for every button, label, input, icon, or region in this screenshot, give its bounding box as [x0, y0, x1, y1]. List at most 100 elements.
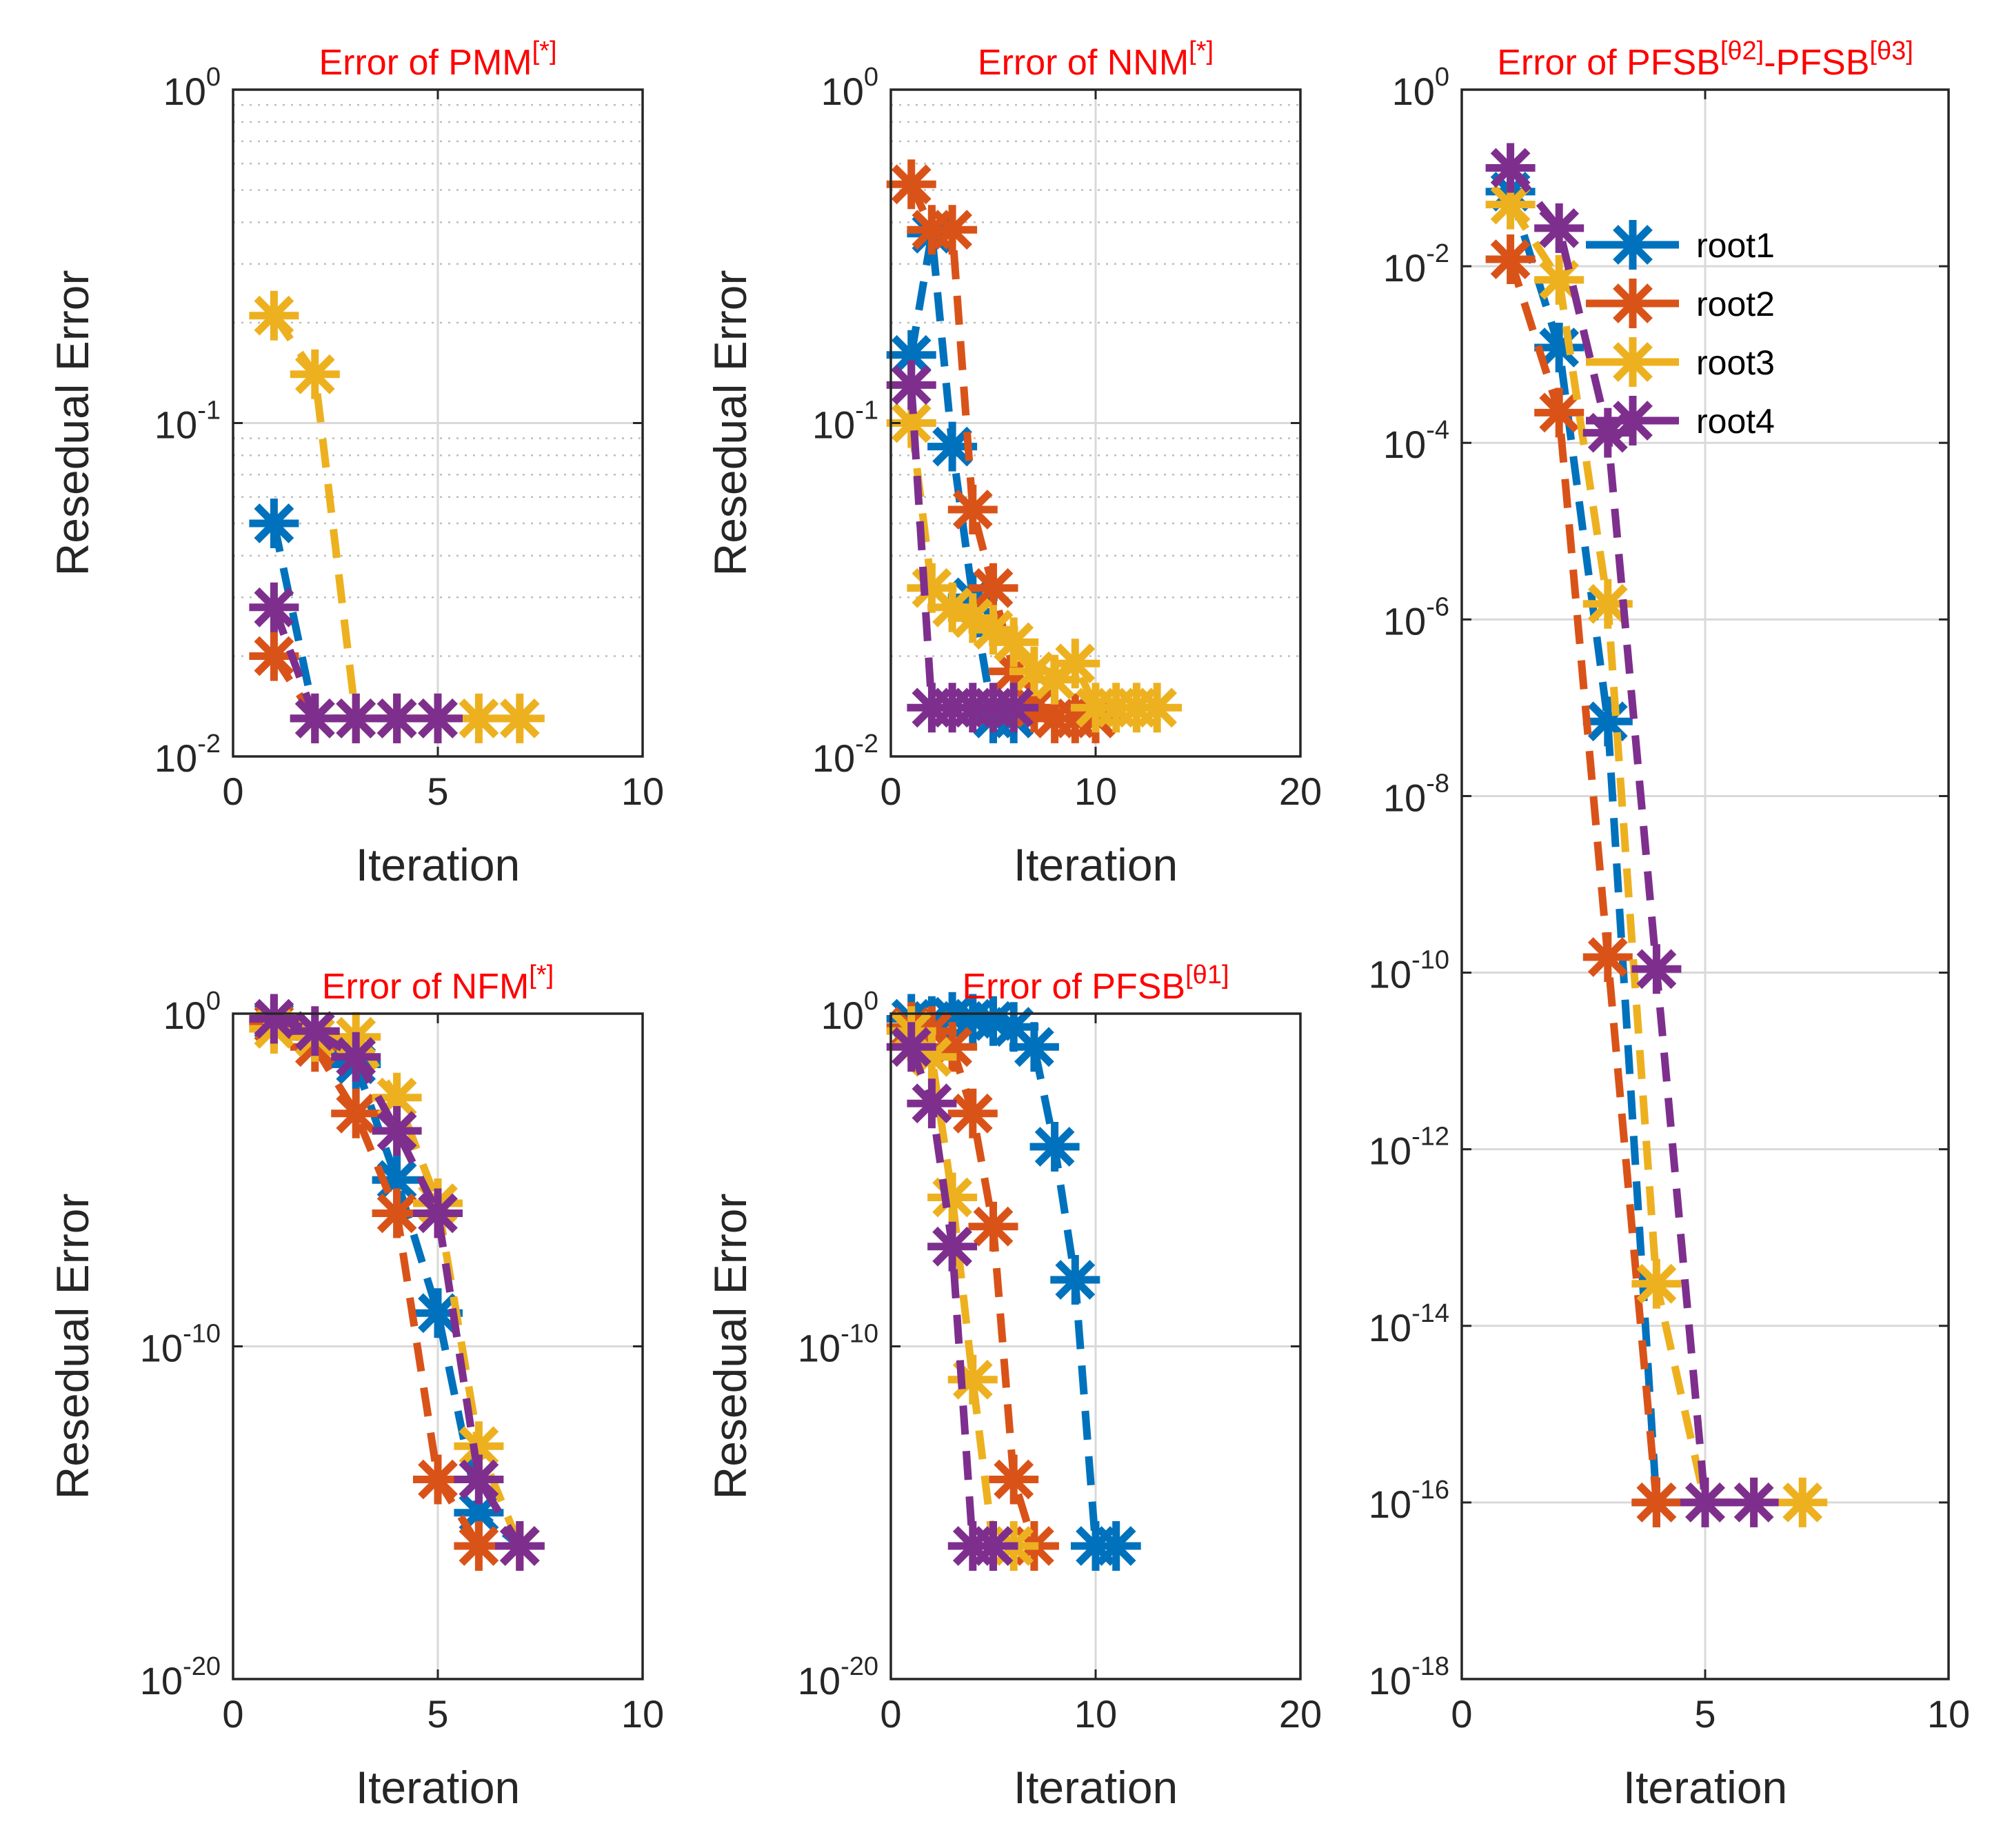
y-tick-label: 10-2: [1383, 239, 1449, 290]
data-point-root4: [1729, 1478, 1779, 1527]
legend-label-root3: root3: [1696, 343, 1775, 382]
data-point-root1: [1050, 1255, 1100, 1305]
legend-label-root1: root1: [1696, 226, 1775, 265]
x-tick-label: 10: [621, 1692, 664, 1736]
legend-item-root3: root3: [1586, 337, 1775, 387]
chart-title-pfsb23: Error of PFSB[θ2]-PFSB[θ3]: [1497, 37, 1913, 83]
series-root3: [249, 291, 544, 743]
data-point-root2: [887, 159, 936, 209]
series-pmm: [249, 291, 544, 743]
series-root4: [249, 583, 463, 743]
y-tick-label: 10-2: [812, 730, 878, 780]
legend-marker-root1: [1608, 220, 1658, 270]
y-axis-label-nfm: Resedual Error: [47, 1194, 98, 1500]
chart-panel-pmm: 0 5 10 10-2 10-1 100 Error of PMM[*] Iteratio…: [47, 37, 664, 890]
chart-title-pmm: Error of PMM[*]: [319, 37, 556, 83]
series-root4: [1486, 143, 1779, 1527]
y-tick-label: 10-10: [1369, 946, 1449, 996]
y-tick-label: 10-1: [154, 396, 221, 447]
series-root2: [1486, 234, 1730, 1527]
y-tick-label: 10-10: [798, 1320, 878, 1370]
y-axis-label-pfsb1: Resedual Error: [705, 1194, 756, 1500]
grid-nfm: [232, 1012, 644, 1680]
y-tick-label: 10-12: [1369, 1123, 1449, 1173]
x-tick-label: 0: [1451, 1692, 1472, 1736]
data-point-root3: [495, 694, 545, 743]
x-tick-label: 5: [427, 770, 448, 813]
x-tick-label: 20: [1279, 1692, 1322, 1736]
series-root4: [887, 360, 1039, 732]
x-tick-label: 10: [1074, 770, 1117, 813]
y-tick-label: 100: [163, 987, 221, 1037]
x-tick-label: 10: [621, 770, 664, 813]
y-tick-label: 100: [1392, 63, 1449, 113]
series-pfsb1: [887, 992, 1141, 1571]
y-tick-label: 10-1: [812, 396, 878, 447]
data-point-root1: [1030, 1122, 1080, 1172]
chart-title-nnm: Error of NNM[*]: [978, 37, 1214, 83]
series-root3: [249, 1004, 544, 1571]
x-axis-label-nfm: Iteration: [356, 1762, 520, 1813]
legend-item-root2: root2: [1586, 279, 1775, 328]
x-axis-label-pfsb23: Iteration: [1623, 1762, 1787, 1813]
x-tick-label: 10: [1927, 1692, 1970, 1736]
data-point-root4: [413, 694, 463, 743]
y-tick-label: 10-4: [1383, 416, 1449, 466]
data-point-root4: [495, 1521, 545, 1571]
chart-panel-nfm: 0 5 10 10-20 10-10 100 Error of NFM[*] Iterat…: [47, 961, 664, 1813]
y-tick-label: 10-2: [154, 730, 221, 780]
y-tick-label: 10-6: [1383, 592, 1449, 643]
data-point-root3: [927, 1173, 977, 1223]
data-point-root2: [989, 1455, 1038, 1505]
series-nnm: [887, 159, 1182, 743]
y-tick-label: 100: [163, 63, 221, 113]
x-tick-label: 0: [880, 770, 901, 813]
y-tick-label: 10-8: [1383, 769, 1449, 819]
y-tick-label: 10-10: [140, 1320, 221, 1370]
series-root2: [887, 1002, 1059, 1571]
data-point-root3: [249, 291, 299, 341]
y-tick-label: 100: [821, 987, 878, 1037]
series-line-root1: [1507, 190, 1705, 1507]
x-tick-label: 10: [1074, 1692, 1117, 1736]
series-root1: [1486, 167, 1730, 1527]
x-tick-label: 0: [222, 1692, 243, 1736]
series-root3: [887, 399, 1182, 733]
legend-label-root2: root2: [1696, 285, 1775, 323]
data-point-root4: [1680, 1478, 1730, 1527]
y-tick-label: 10-20: [798, 1652, 878, 1703]
x-axis-label-pmm: Iteration: [356, 839, 520, 890]
data-point-root3: [948, 1355, 998, 1405]
legend-marker-root3: [1608, 337, 1658, 387]
series-root1: [249, 996, 544, 1571]
data-point-root4: [907, 1078, 956, 1128]
chart-panel-nnm: 0 10 20 10-2 10-1 100 Error of NNM[*] Iterati…: [705, 37, 1322, 890]
ticks-pmm: 0 5 10 10-2 10-1 100: [154, 63, 664, 813]
data-point-root3: [290, 350, 340, 399]
data-point-root2: [1631, 1478, 1681, 1527]
x-tick-label: 5: [427, 1692, 448, 1736]
x-axis-label-nnm: Iteration: [1014, 839, 1178, 890]
data-point-root1: [249, 499, 299, 548]
y-tick-label: 100: [821, 63, 878, 113]
x-tick-label: 0: [222, 770, 243, 813]
series-root1: [887, 992, 1141, 1571]
ticks-nfm: 0 5 10 10-20 10-10 100: [140, 987, 664, 1736]
y-tick-label: 10-14: [1369, 1299, 1449, 1349]
series-nfm: [249, 994, 544, 1571]
chart-panel-pfsb23: 0 5 10 10-18 10-16 10-14 10-12 10-10 10-8 10-6 10-…: [1369, 37, 1970, 1813]
data-point-root2: [948, 1089, 998, 1138]
legend-item-root1: root1: [1586, 220, 1775, 270]
data-point-root4: [413, 1189, 463, 1238]
legend-item-root4: root4: [1586, 396, 1775, 445]
legend: root1 root2 root3 root4: [1586, 220, 1775, 445]
y-axis-label-nnm: Resedual Error: [705, 270, 756, 576]
x-tick-label: 0: [880, 1692, 901, 1736]
series-pfsb23: [1486, 143, 1828, 1527]
y-tick-label: 10-18: [1369, 1652, 1449, 1703]
legend-label-root4: root4: [1696, 402, 1775, 441]
chart-title-pfsb1: Error of PFSB[θ1]: [962, 961, 1229, 1007]
series-root4: [887, 1022, 1018, 1571]
x-axis-label-pfsb1: Iteration: [1014, 1762, 1178, 1813]
